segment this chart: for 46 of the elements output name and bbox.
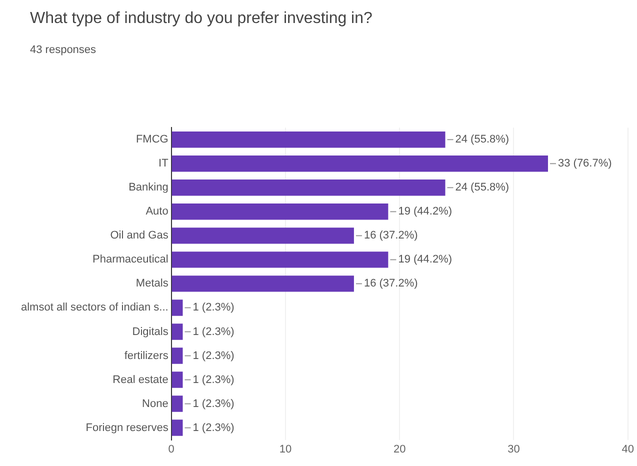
bar <box>172 348 183 364</box>
bar <box>172 132 446 148</box>
y-tick-label: Metals <box>136 278 169 290</box>
y-tick-label: Digitals <box>132 326 169 338</box>
data-label: 16 (37.2%) <box>364 278 418 290</box>
data-label: 24 (55.8%) <box>455 134 510 146</box>
data-label: 1 (2.3%) <box>192 350 234 362</box>
bar <box>172 252 388 268</box>
y-tick-label: None <box>142 398 168 410</box>
data-label: 16 (37.2%) <box>364 230 418 242</box>
x-tick-label: 0 <box>168 443 174 456</box>
data-label: 1 (2.3%) <box>192 374 234 386</box>
y-tick-label: FMCG <box>136 134 168 146</box>
x-tick-label: 20 <box>393 443 406 456</box>
y-tick-label: Pharmaceutical <box>92 254 168 266</box>
bar <box>172 228 354 244</box>
y-tick-label: Real estate <box>112 374 168 386</box>
bar <box>172 396 183 412</box>
bar <box>172 156 548 172</box>
data-label: 33 (76.7%) <box>558 158 612 170</box>
bar <box>172 204 388 220</box>
x-tick-label: 30 <box>508 443 520 456</box>
data-label: 19 (44.2%) <box>398 254 452 266</box>
data-label: 19 (44.2%) <box>398 206 452 218</box>
data-label: 1 (2.3%) <box>192 422 234 434</box>
y-tick-label: Foriegn reserves <box>86 422 169 434</box>
x-tick-label: 10 <box>279 443 292 456</box>
bar <box>172 372 183 388</box>
bar <box>172 276 354 292</box>
bar <box>172 420 183 436</box>
y-tick-label: almsot all sectors of indian s... <box>20 302 168 314</box>
y-tick-label: Oil and Gas <box>110 230 169 242</box>
y-tick-label: Banking <box>128 182 168 194</box>
chart-title: What type of industry do you prefer investing in? <box>30 10 372 28</box>
y-tick-label: fertilizers <box>124 350 169 362</box>
bar <box>172 324 183 340</box>
y-tick-label: IT <box>158 158 169 170</box>
text: 43 responses <box>30 44 96 56</box>
bar <box>172 300 183 316</box>
x-tick-label: 40 <box>622 443 634 456</box>
data-label: 1 (2.3%) <box>192 302 234 314</box>
data-label: 1 (2.3%) <box>192 326 234 338</box>
bar <box>172 180 446 196</box>
y-tick-label: Auto <box>146 206 168 218</box>
data-label: 24 (55.8%) <box>455 182 510 194</box>
data-label: 1 (2.3%) <box>192 398 234 410</box>
